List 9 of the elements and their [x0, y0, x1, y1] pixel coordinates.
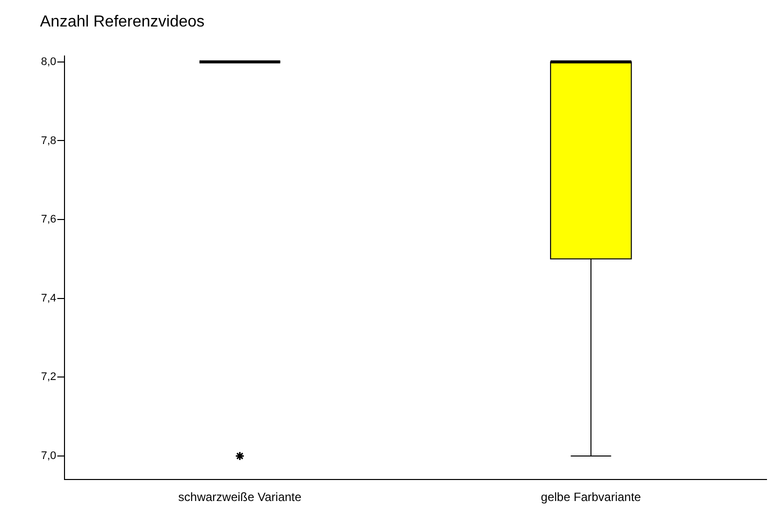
y-tick-label: 7,4: [40, 292, 56, 304]
x-tick-label: schwarzweiße Variante: [178, 490, 302, 504]
y-tick-label: 7,2: [40, 371, 56, 384]
y-axis-title: Anzahl Referenzvideos: [40, 13, 205, 30]
y-tick-label: 7,6: [40, 214, 56, 226]
x-tick-label: gelbe Farbvariante: [540, 490, 642, 504]
y-tick-label: 7,8: [40, 134, 56, 147]
y-tick-label: 8,0: [40, 56, 56, 68]
y-tick-label: 7,0: [40, 450, 56, 462]
